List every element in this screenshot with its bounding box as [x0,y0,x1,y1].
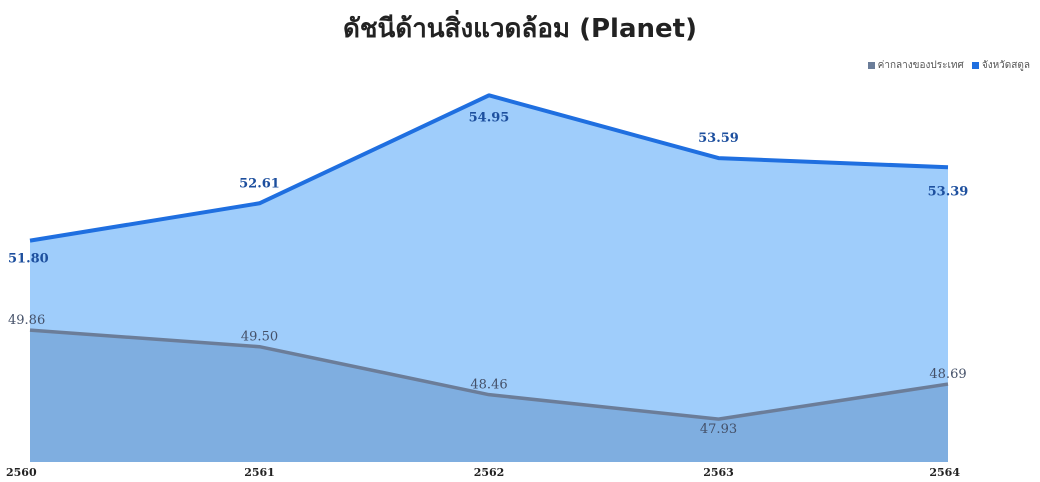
line-satun [29,93,949,243]
legend-label-national: ค่ากลางของประเทศ [877,60,964,71]
legend-item-national: ค่ากลางของประเทศ [867,58,964,73]
x-tick-2560: 2560 [6,466,37,479]
legend-label-satun: จังหวัดสตูล [981,60,1030,71]
x-tick-2562: 2562 [474,466,505,479]
legend-swatch-national [867,62,875,69]
legend-item-satun: จังหวัดสตูล [971,58,1030,73]
data-label-national-2564: 48.69 [929,367,966,382]
data-label-satun-2564: 53.39 [928,184,969,199]
data-label-national-2563: 47.93 [700,422,737,437]
x-tick-2564: 2564 [929,466,960,479]
data-label-satun-2563: 53.59 [698,131,739,146]
line-national [29,328,949,421]
data-labels: 49.86 49.50 48.46 47.93 48.69 51.80 52.61 54.95… [8,110,968,437]
legend-swatch-satun [971,62,979,69]
series-lines [29,93,949,421]
data-label-satun-2560: 51.80 [8,252,49,267]
data-label-national-2561: 49.50 [241,330,278,345]
chart-legend: ค่ากลางของประเทศ จังหวัดสตูล [867,58,1030,73]
data-label-satun-2562: 54.95 [469,110,510,125]
series-areas [30,95,948,462]
data-label-national-2562: 48.46 [470,378,507,393]
chart-title: ดัชนีด้านสิ่งแวดล้อม (Planet) [343,14,697,44]
data-label-national-2560: 49.86 [8,313,45,328]
data-label-satun-2561: 52.61 [239,176,280,191]
x-axis-ticks: 2560 2561 2562 2563 2564 [6,466,960,479]
x-tick-2563: 2563 [703,466,734,479]
x-tick-2561: 2561 [244,466,275,479]
